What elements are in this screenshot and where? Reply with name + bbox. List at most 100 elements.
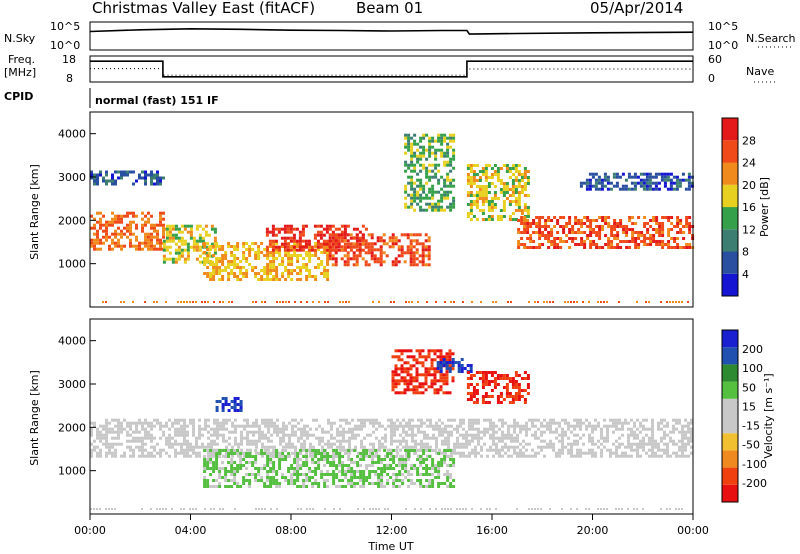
echo-cell bbox=[162, 248, 166, 252]
echo-cell bbox=[397, 391, 401, 395]
echo-cell bbox=[209, 455, 213, 458]
echo-cell bbox=[304, 242, 308, 246]
echo-cell bbox=[120, 454, 123, 458]
echo-cell bbox=[313, 248, 317, 252]
echo-cell bbox=[637, 231, 641, 234]
echo-cell bbox=[144, 170, 147, 174]
echo-cell bbox=[609, 448, 612, 452]
echo-cell bbox=[99, 430, 102, 434]
echo-cell bbox=[410, 464, 414, 467]
echo-cell bbox=[279, 427, 282, 431]
echo-cell bbox=[183, 242, 187, 246]
echo-cell bbox=[531, 418, 534, 422]
echo-cell bbox=[286, 236, 290, 240]
echo-cell bbox=[392, 479, 396, 482]
echo-cell bbox=[666, 178, 670, 182]
echo-cell bbox=[300, 433, 303, 437]
echo-cell bbox=[466, 383, 470, 386]
echo-cell bbox=[286, 242, 290, 246]
echo-cell bbox=[269, 263, 273, 266]
echo-cell bbox=[281, 473, 285, 476]
echo-cell bbox=[516, 433, 519, 437]
echo-cell bbox=[390, 454, 393, 458]
echo-cell bbox=[135, 223, 138, 227]
echo-cell bbox=[111, 508, 113, 510]
echo-cell bbox=[266, 461, 270, 464]
echo-cell bbox=[227, 455, 231, 458]
echo-cell bbox=[129, 226, 132, 230]
echo-cell bbox=[618, 442, 621, 446]
echo-cell bbox=[431, 151, 435, 155]
echo-cell bbox=[657, 445, 660, 449]
echo-cell bbox=[305, 464, 309, 467]
echo-cell bbox=[517, 173, 521, 176]
echo-cell bbox=[465, 508, 467, 510]
echo-cell bbox=[206, 479, 210, 482]
echo-cell bbox=[243, 424, 246, 428]
echo-cell bbox=[263, 278, 267, 281]
nave-right-tick-top: 60 bbox=[708, 53, 722, 66]
echo-cell bbox=[507, 424, 510, 428]
echo-cell bbox=[600, 436, 603, 440]
echo-cell bbox=[661, 228, 665, 231]
echo-cell bbox=[221, 275, 225, 278]
echo-cell bbox=[687, 301, 689, 303]
echo-cell bbox=[658, 243, 662, 246]
echo-cell bbox=[282, 454, 285, 458]
echo-cell bbox=[687, 436, 690, 440]
echo-cell bbox=[425, 196, 429, 200]
echo-cell bbox=[292, 239, 296, 243]
echo-cell bbox=[454, 361, 458, 364]
echo-cell bbox=[254, 257, 258, 260]
echo-cell bbox=[174, 418, 177, 422]
echo-cell bbox=[276, 427, 279, 431]
echo-cell bbox=[224, 473, 228, 476]
echo-cell bbox=[336, 439, 339, 443]
echo-cell bbox=[254, 458, 258, 461]
echo-cell bbox=[150, 232, 153, 236]
echo-cell bbox=[427, 263, 431, 267]
echo-cell bbox=[156, 232, 159, 236]
echo-cell bbox=[579, 448, 582, 452]
echo-cell bbox=[449, 482, 453, 485]
echo-cell bbox=[314, 254, 318, 257]
echo-cell bbox=[329, 461, 333, 464]
echo-cell bbox=[526, 170, 530, 173]
echo-cell bbox=[549, 445, 552, 449]
echo-cell bbox=[534, 451, 537, 455]
echo-cell bbox=[331, 236, 335, 240]
echo-cell bbox=[586, 219, 590, 222]
echo-cell bbox=[233, 467, 237, 470]
echo-cell bbox=[405, 442, 408, 446]
echo-cell bbox=[670, 222, 674, 225]
echo-cell bbox=[339, 301, 341, 303]
echo-cell bbox=[251, 464, 255, 467]
echo-cell bbox=[414, 424, 417, 428]
echo-cell bbox=[537, 436, 540, 440]
echo-cell bbox=[588, 448, 591, 452]
echo-cell bbox=[475, 383, 479, 386]
echo-cell bbox=[376, 248, 380, 252]
echo-cell bbox=[413, 139, 417, 143]
echo-cell bbox=[417, 430, 420, 434]
echo-cell bbox=[687, 454, 690, 458]
echo-cell bbox=[490, 215, 494, 218]
echo-cell bbox=[434, 202, 438, 206]
echo-cell bbox=[391, 263, 395, 267]
echo-cell bbox=[669, 184, 673, 188]
echo-cell bbox=[365, 464, 369, 467]
echo-cell bbox=[537, 445, 540, 449]
echo-cell bbox=[427, 367, 431, 371]
echo-cell bbox=[526, 377, 530, 380]
echo-cell bbox=[555, 421, 558, 425]
echo-cell bbox=[690, 421, 693, 425]
echo-cell bbox=[117, 427, 120, 431]
echo-cell bbox=[275, 266, 279, 269]
echo-cell bbox=[447, 508, 449, 510]
echo-cell bbox=[446, 485, 450, 488]
echo-cell bbox=[144, 179, 147, 183]
echo-cell bbox=[437, 461, 441, 464]
echo-cell bbox=[666, 421, 669, 425]
echo-cell bbox=[484, 380, 488, 383]
echo-cell bbox=[285, 445, 288, 449]
